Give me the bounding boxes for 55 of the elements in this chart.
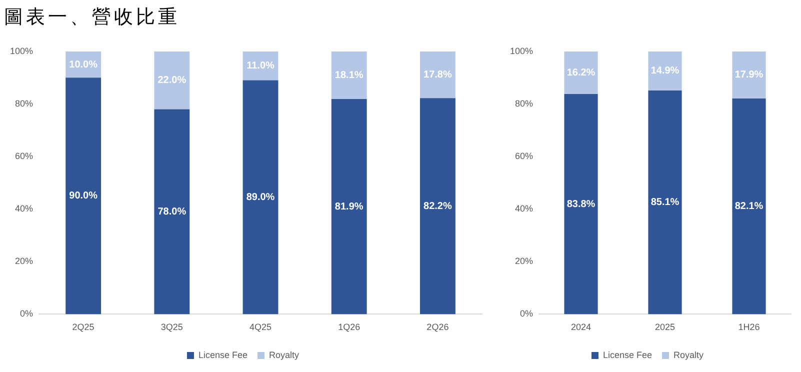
data-label: 82.2% xyxy=(424,200,452,212)
x-tick-label: 2024 xyxy=(571,322,592,332)
y-tick-label: 20% xyxy=(515,256,534,266)
y-tick-label: 20% xyxy=(15,256,34,266)
x-tick-label: 2Q26 xyxy=(426,322,449,332)
data-label: 11.0% xyxy=(246,60,275,72)
x-tick-label: 4Q25 xyxy=(249,322,272,332)
bar xyxy=(331,51,367,99)
data-label: 10.0% xyxy=(69,59,98,70)
x-tick-label: 2025 xyxy=(654,322,676,332)
chart-title: 圖表一、營收比重 xyxy=(4,5,180,30)
x-tick-label: 1Q26 xyxy=(338,322,360,332)
data-label: 18.1% xyxy=(334,70,364,81)
y-tick-label: 80% xyxy=(515,98,534,108)
data-label: 78.0% xyxy=(158,206,186,218)
bar xyxy=(648,90,682,314)
y-tick-label: 40% xyxy=(515,204,534,214)
bar xyxy=(420,98,456,314)
legend-label: Royalty xyxy=(674,350,704,360)
y-tick-label: 80% xyxy=(15,98,34,108)
data-label: 85.1% xyxy=(650,197,680,208)
data-label: 16.2% xyxy=(566,67,596,78)
y-tick-label: 0% xyxy=(20,308,34,319)
bar xyxy=(154,109,190,314)
y-tick-label: 40% xyxy=(15,204,34,214)
bar xyxy=(564,51,598,94)
data-label: 89.0% xyxy=(246,192,275,204)
x-tick-label: 3Q25 xyxy=(160,322,183,332)
y-tick-label: 0% xyxy=(520,308,534,319)
y-tick-label: 60% xyxy=(515,151,534,162)
data-label: 17.8% xyxy=(424,70,452,81)
x-tick-label: 1H26 xyxy=(738,322,760,332)
data-label: 90.0% xyxy=(69,190,98,202)
legend-label: License Fee xyxy=(602,350,652,360)
data-label: 17.9% xyxy=(734,70,764,81)
bar xyxy=(732,98,766,314)
y-tick-label: 100% xyxy=(10,46,34,56)
bar xyxy=(331,98,367,314)
y-tick-label: 100% xyxy=(510,46,534,56)
bar xyxy=(564,94,598,314)
bar xyxy=(66,78,102,314)
legend-label: License Fee xyxy=(198,350,248,360)
data-label: 83.8% xyxy=(566,198,596,210)
y-tick-label: 60% xyxy=(15,151,34,162)
x-tick-label: 2Q25 xyxy=(72,322,94,332)
bar xyxy=(154,51,190,110)
legend-label: Royalty xyxy=(269,350,300,360)
data-label: 82.1% xyxy=(734,201,764,212)
bar xyxy=(648,51,682,91)
bar xyxy=(732,51,766,98)
bar xyxy=(420,51,456,98)
data-label: 14.9% xyxy=(650,66,680,77)
bar xyxy=(242,80,278,314)
data-label: 22.0% xyxy=(158,75,186,86)
data-label: 81.9% xyxy=(334,201,364,212)
